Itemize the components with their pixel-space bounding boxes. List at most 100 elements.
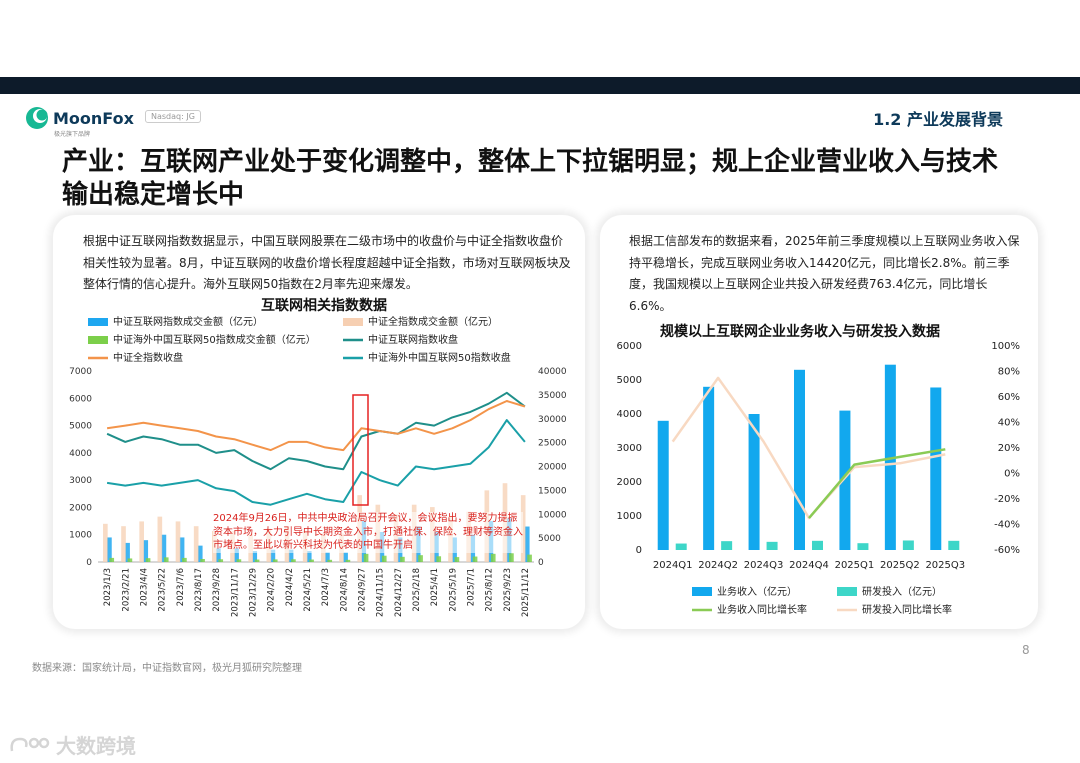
bar-mark <box>381 555 387 562</box>
y-left-tick-label: 5000 <box>69 422 92 432</box>
legend-swatch <box>343 318 363 326</box>
y-right-tick-label: 5000 <box>538 534 561 544</box>
brand-tagline: 极光旗下品牌 <box>54 131 91 138</box>
data-source-note: 数据来源：国家统计局，中证指数官网，极光月狐研究院整理 <box>32 663 302 674</box>
x-tick-label: 2024/9/27 <box>357 568 367 612</box>
revenue-bar <box>930 387 942 550</box>
top-banner <box>0 77 1080 94</box>
legend-label: 中证海外中国互联网50指数成交金额（亿元） <box>113 333 316 346</box>
watermark-logo-icon <box>10 737 50 751</box>
index-chart-title: 互联网相关指数数据 <box>261 298 387 314</box>
bar-mark <box>109 557 115 562</box>
y-right-tick-label: -40% <box>994 520 1020 531</box>
x-tick-label: 2025Q3 <box>925 560 965 571</box>
x-tick-label: 2023/8/17 <box>194 568 204 612</box>
legend-label: 中证全指数收盘 <box>113 351 183 364</box>
legend-label: 中证全指数成交金额（亿元） <box>368 315 498 328</box>
bar-mark <box>161 534 167 562</box>
bar-mark <box>288 549 294 562</box>
watermark-text: 大数跨境 <box>56 734 136 758</box>
bar-mark <box>103 523 108 562</box>
revenue-bar <box>703 386 715 550</box>
bar-mark <box>218 559 224 562</box>
rd-bar <box>812 540 823 550</box>
x-tick-label: 2024/7/3 <box>321 568 331 606</box>
revenue-bar <box>748 414 760 550</box>
revenue-chart-title: 规模以上互联网企业业务收入与研发投入数据 <box>660 324 940 340</box>
bar-mark <box>306 551 312 562</box>
bar-mark <box>179 537 185 562</box>
x-tick-label: 2023/11/17 <box>230 568 240 617</box>
y-left-tick-label: 1000 <box>69 531 92 541</box>
bar-mark <box>163 557 169 562</box>
bar-mark <box>254 559 260 562</box>
x-tick-label: 2023/7/6 <box>176 568 186 606</box>
policy-annotation: 2024年9月26日，中共中央政治局召开会议，会议指出，要努力提振资本市场，大力… <box>213 512 523 553</box>
y-right-tick-label: 40000 <box>538 367 567 377</box>
x-tick-label: 2024/12/27 <box>394 568 404 617</box>
bar-mark <box>454 557 460 562</box>
y-left-tick-label: 3000 <box>617 443 642 454</box>
brand-name: MoonFox <box>53 108 134 128</box>
revenue-bar <box>839 410 851 550</box>
bar-mark <box>143 540 149 562</box>
y-left-tick-label: 2000 <box>69 503 92 513</box>
x-tick-label: 2024Q4 <box>789 560 829 571</box>
x-tick-label: 2025/7/1 <box>466 568 476 606</box>
y-right-tick-label: 80% <box>998 367 1020 378</box>
watermark: 大数跨境 <box>8 730 136 759</box>
bar-mark <box>345 559 351 562</box>
legend-swatch <box>88 336 108 344</box>
highlight-box <box>352 394 369 506</box>
x-tick-label: 2025/4/1 <box>430 568 440 606</box>
bar-mark <box>524 526 530 562</box>
bar-mark <box>145 558 151 562</box>
y-left-tick-label: 0 <box>636 545 642 556</box>
x-tick-label: 2025/5/19 <box>448 568 458 612</box>
bar-mark <box>200 558 205 562</box>
x-tick-label: 2025/2/18 <box>412 568 422 612</box>
bar-mark <box>139 521 144 562</box>
index-description: 根据中证互联网指数数据显示，中国互联网股票在二级市场中的收盘价与中证全指数收盘价… <box>83 234 571 291</box>
bar-mark <box>472 556 478 562</box>
x-tick-label: 2024Q3 <box>744 560 784 571</box>
revenue-bar <box>794 369 805 550</box>
bar-mark <box>325 552 330 562</box>
series-line <box>106 419 526 506</box>
bar-mark <box>520 495 526 562</box>
legend-label: 中证海外中国互联网50指数收盘 <box>368 351 511 364</box>
bar-mark <box>252 551 258 562</box>
y-right-tick-label: 15000 <box>538 486 567 496</box>
revenue-chart: 0 1000 2000 3000 4000 5000 6000 -60% -40% -20% 0%… <box>617 341 1020 616</box>
bar-mark <box>125 542 130 562</box>
bar-mark <box>272 559 278 562</box>
x-tick-label: 2024/5/21 <box>303 568 313 612</box>
y-right-tick-label: 25000 <box>538 439 567 449</box>
legend-label: 业务收入（亿元） <box>717 585 797 598</box>
y-left-tick-label: 4000 <box>617 409 642 420</box>
y-left-tick-label: 6000 <box>69 394 92 404</box>
bar-mark <box>216 548 221 562</box>
x-tick-label: 2023/5/22 <box>158 568 168 612</box>
bar-mark <box>309 559 314 562</box>
legend-label: 业务收入同比增长率 <box>717 603 807 616</box>
x-tick-label: 2024/2/20 <box>267 568 277 612</box>
bar-mark <box>236 559 242 562</box>
y-right-tick-label: 20% <box>998 443 1020 454</box>
bar-mark <box>418 555 423 562</box>
x-tick-label: 2023/2/21 <box>121 568 131 612</box>
bar-mark <box>327 559 333 562</box>
legend-swatch <box>837 587 857 596</box>
y-left-tick-label: 4000 <box>69 449 92 459</box>
bar-mark <box>121 526 126 562</box>
y-left-tick-label: 2000 <box>617 477 642 488</box>
bar-mark <box>291 559 296 562</box>
y-right-tick-label: 0 <box>538 558 544 568</box>
rd-bar <box>766 541 778 550</box>
x-tick-label: 2025Q2 <box>880 560 920 571</box>
x-tick-label: 2025Q1 <box>835 560 875 571</box>
legend-label: 中证互联网指数成交金额（亿元） <box>113 315 263 328</box>
y-right-tick-label: -60% <box>994 545 1020 556</box>
x-tick-label: 2025/8/12 <box>485 568 495 612</box>
bar-mark <box>400 556 405 562</box>
